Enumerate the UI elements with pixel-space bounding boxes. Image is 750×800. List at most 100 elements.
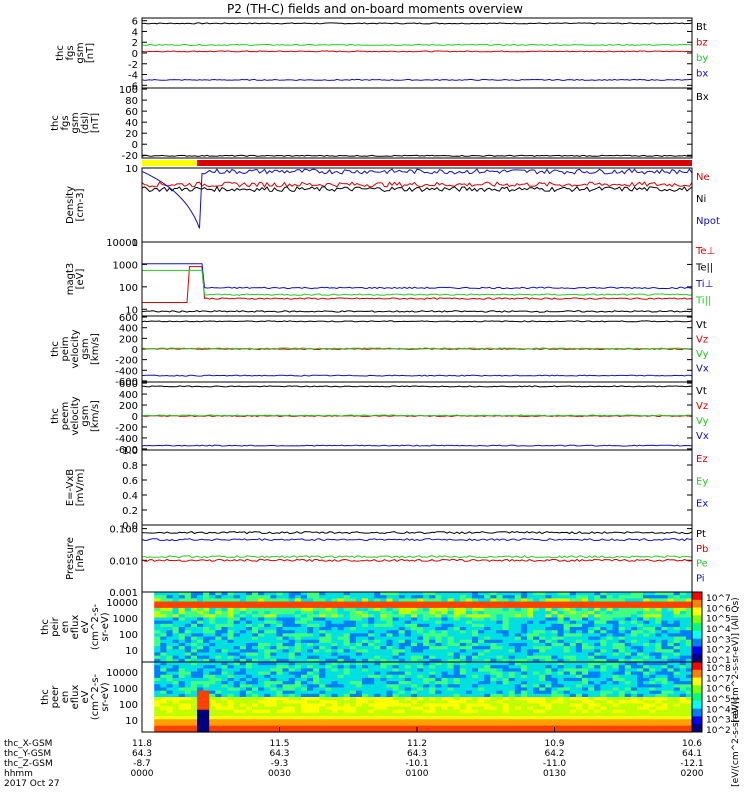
spectrogram-cell: [630, 607, 638, 612]
spectrogram-cell: [679, 674, 687, 679]
spectrogram-cell: [655, 636, 663, 641]
spectrogram-cell: [227, 655, 235, 660]
spectrogram-cell: [459, 604, 467, 609]
spectrogram-cell: [429, 709, 436, 714]
spectrogram-cell: [410, 674, 418, 679]
panel-frame: [141, 17, 693, 89]
spectrogram-cell: [313, 668, 320, 673]
spectrogram-cell: [673, 633, 681, 638]
spectrogram-cell: [569, 728, 577, 733]
spectrogram-cell: [459, 620, 467, 625]
spectrogram-cell: [374, 598, 381, 603]
spectrogram-cell: [508, 671, 516, 676]
ylabel-efield: E=-VxB: [65, 469, 76, 506]
spectrogram-cell: [380, 662, 388, 666]
spectrogram-cell: [563, 709, 571, 714]
spectrogram-cell: [447, 627, 455, 631]
spectrogram-cell: [398, 690, 406, 695]
spectrogram-cell: [276, 611, 284, 615]
spectrogram-cell: [343, 604, 351, 609]
spectrogram-cell: [502, 681, 510, 685]
spectrogram-cell: [533, 595, 540, 599]
spectrogram-cell: [239, 662, 247, 666]
spectrogram-cell: [313, 658, 320, 663]
spectrogram-cell: [398, 652, 406, 657]
spectrogram-cell: [606, 703, 614, 708]
spectrogram-cell: [337, 665, 345, 669]
spectrogram-cell: [435, 617, 443, 622]
spectrogram-cell: [349, 725, 357, 730]
spectrogram-cell: [252, 627, 259, 631]
spectrogram-cell: [404, 716, 412, 720]
xaxis-value: -12.1: [680, 759, 703, 769]
xaxis-value: -9.3: [271, 759, 289, 769]
spectrogram-cell: [276, 639, 284, 644]
spectrogram-cell: [618, 690, 626, 695]
spectrogram-cell: [685, 674, 693, 679]
legend-Vx: Vx: [696, 431, 709, 442]
spectrogram-cell: [386, 611, 394, 615]
spectrogram-cell: [264, 677, 271, 682]
spectrogram-cell: [533, 604, 540, 609]
spectrogram-cell: [429, 677, 436, 682]
spectrogram-cell: [441, 703, 449, 708]
spectrogram-cell: [594, 595, 601, 599]
spectrogram-cell: [404, 655, 412, 660]
spectrogram-cell: [282, 604, 290, 609]
spectrogram-cell: [245, 725, 253, 730]
spectrogram-cell: [154, 642, 161, 647]
spectrogram-cell: [276, 697, 284, 701]
spectrogram-cell: [594, 607, 601, 612]
spectrogram-cell: [203, 690, 210, 695]
spectrogram-cell: [588, 623, 595, 628]
spectrogram-cell: [496, 728, 504, 733]
spectrogram-cell: [502, 703, 510, 708]
spectrogram-cell: [209, 649, 216, 654]
spectrogram-cell: [368, 674, 375, 679]
xaxis-value: 64.3: [407, 749, 427, 759]
spectrogram-cell: [215, 630, 223, 634]
spectrogram-cell: [368, 668, 375, 673]
spectrogram-cell: [386, 642, 394, 647]
spectrogram-cell: [490, 684, 498, 689]
spectrogram-cell: [472, 642, 479, 647]
spectrogram-cell: [655, 709, 663, 714]
spectrogram-cell: [374, 719, 381, 724]
spectrogram-cell: [331, 658, 339, 663]
spectrogram-cell: [459, 719, 467, 724]
spectrogram-cell: [673, 598, 681, 603]
spectrogram-cell: [588, 642, 595, 647]
spectrogram-cell: [386, 639, 394, 644]
spectrogram-cell: [655, 700, 663, 704]
spectrogram-cell: [374, 674, 381, 679]
spectrogram-cell: [349, 636, 357, 641]
spectrogram-cell: [313, 709, 320, 714]
spectrogram-cell: [606, 662, 614, 666]
spectrogram-cell: [679, 668, 687, 673]
spectrogram-cell: [276, 652, 284, 657]
spectrogram-cell: [417, 646, 424, 650]
spectrogram-cell: [313, 639, 320, 644]
spectrogram-cell: [478, 630, 485, 634]
spectrogram-cell: [319, 614, 326, 619]
spectrogram-cell: [514, 671, 522, 676]
spectrogram-cell: [392, 687, 400, 692]
spectrogram-cell: [490, 595, 498, 599]
spectrogram-cell: [233, 646, 241, 650]
spectrogram-cell: [533, 617, 540, 622]
spectrogram-cell: [679, 617, 687, 622]
spectrogram-cell: [496, 620, 504, 625]
spectrogram-cell: [270, 693, 278, 698]
spectrogram-cell: [386, 595, 394, 599]
ylabel-fgs: fgs: [65, 45, 76, 60]
spectrogram-cell: [264, 722, 271, 727]
spectrogram-cell: [612, 601, 620, 606]
spectrogram-cell: [465, 614, 473, 619]
spectrogram-cell: [227, 630, 235, 634]
ytick-fgs: -4: [128, 71, 138, 82]
spectrogram-cell: [172, 677, 180, 682]
xaxis-value: 11.5: [269, 739, 289, 749]
ytick-fgs: 4: [132, 27, 138, 38]
spectrogram-cell: [563, 658, 571, 663]
spectrogram-cell: [398, 687, 406, 692]
